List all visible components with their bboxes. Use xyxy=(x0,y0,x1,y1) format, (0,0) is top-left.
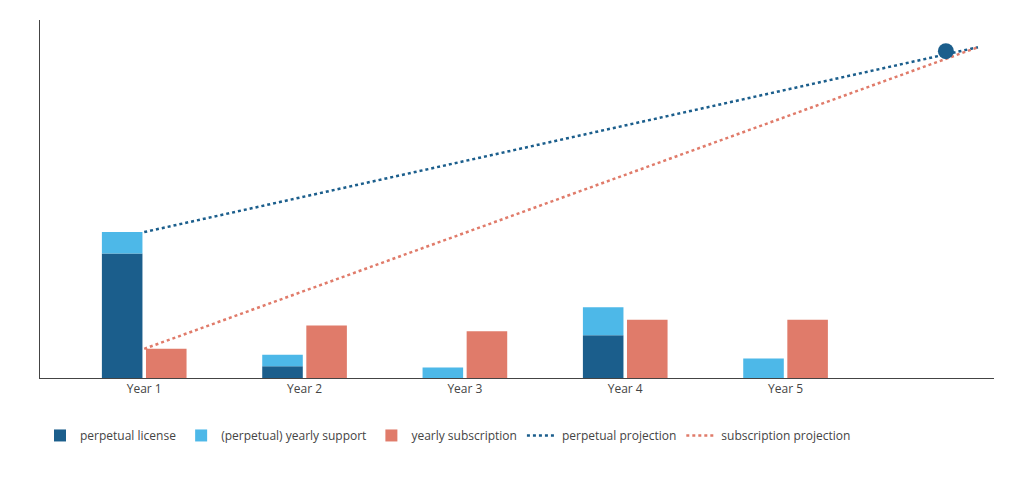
svg-text:(perpetual) yearly support: (perpetual) yearly support xyxy=(221,427,366,444)
svg-text:perpetual license: perpetual license xyxy=(80,427,176,444)
svg-text:Year 3: Year 3 xyxy=(447,380,482,397)
svg-text:yearly subscription: yearly subscription xyxy=(411,427,517,444)
svg-text:Year 1: Year 1 xyxy=(127,380,162,397)
svg-text:perpetual projection: perpetual projection xyxy=(562,427,676,444)
svg-text:Year 4: Year 4 xyxy=(608,380,643,397)
svg-text:Year 2: Year 2 xyxy=(287,380,322,397)
svg-text:subscription projection: subscription projection xyxy=(721,427,850,444)
svg-text:Year 5: Year 5 xyxy=(768,380,803,397)
